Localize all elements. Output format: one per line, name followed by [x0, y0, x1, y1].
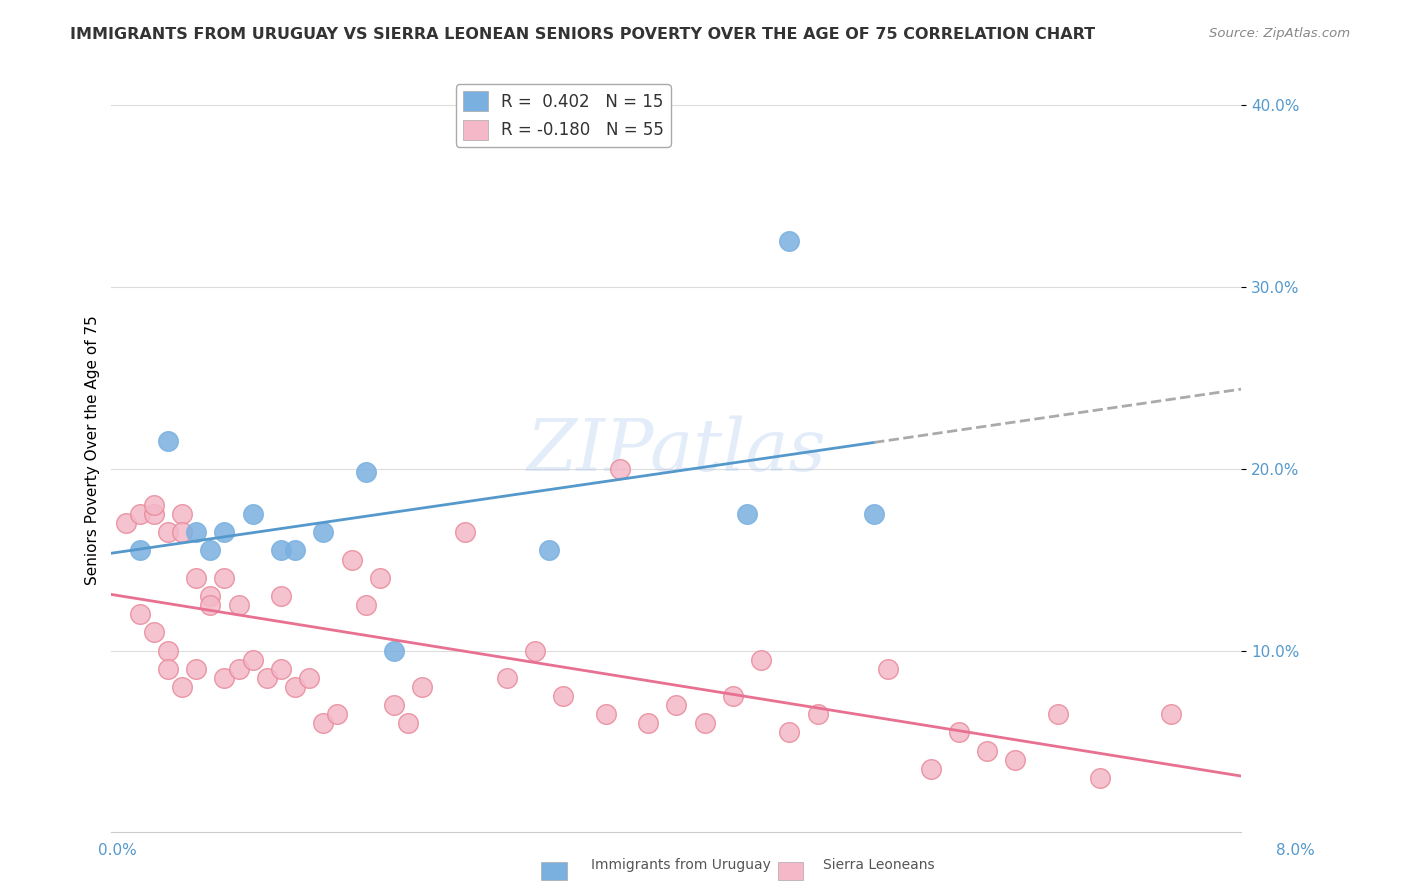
- Point: [270, 589, 292, 603]
- Point: [665, 698, 688, 712]
- Point: [326, 707, 349, 722]
- Point: [298, 671, 321, 685]
- Point: [735, 507, 758, 521]
- Point: [186, 571, 208, 585]
- Point: [142, 507, 165, 521]
- Point: [242, 507, 264, 521]
- Point: [948, 725, 970, 739]
- Point: [368, 571, 391, 585]
- Point: [200, 589, 222, 603]
- Point: [170, 680, 193, 694]
- Point: [312, 716, 335, 731]
- Point: [128, 543, 150, 558]
- Point: [270, 662, 292, 676]
- Point: [228, 598, 250, 612]
- Point: [920, 762, 942, 776]
- Point: [524, 643, 547, 657]
- Point: [749, 652, 772, 666]
- Point: [170, 525, 193, 540]
- Point: [186, 662, 208, 676]
- Point: [340, 552, 363, 566]
- Point: [1088, 771, 1111, 785]
- Point: [284, 680, 307, 694]
- Point: [156, 434, 179, 449]
- Point: [186, 525, 208, 540]
- Point: [354, 465, 377, 479]
- Point: [877, 662, 900, 676]
- Point: [1160, 707, 1182, 722]
- Point: [214, 571, 236, 585]
- Point: [609, 461, 631, 475]
- Point: [411, 680, 433, 694]
- Point: [114, 516, 136, 531]
- Point: [976, 743, 998, 757]
- Point: [453, 525, 475, 540]
- Text: IMMIGRANTS FROM URUGUAY VS SIERRA LEONEAN SENIORS POVERTY OVER THE AGE OF 75 COR: IMMIGRANTS FROM URUGUAY VS SIERRA LEONEA…: [70, 27, 1095, 42]
- Point: [693, 716, 716, 731]
- Point: [284, 543, 307, 558]
- Point: [553, 689, 575, 703]
- Point: [312, 525, 335, 540]
- Point: [354, 598, 377, 612]
- Point: [142, 625, 165, 640]
- Point: [778, 235, 800, 249]
- Text: Sierra Leoneans: Sierra Leoneans: [823, 858, 934, 872]
- Point: [1046, 707, 1069, 722]
- Point: [242, 652, 264, 666]
- Point: [595, 707, 617, 722]
- Text: Immigrants from Uruguay: Immigrants from Uruguay: [591, 858, 770, 872]
- Point: [214, 525, 236, 540]
- Text: 8.0%: 8.0%: [1275, 843, 1315, 858]
- Point: [142, 498, 165, 512]
- Point: [270, 543, 292, 558]
- Text: ZIPatlas: ZIPatlas: [527, 415, 827, 486]
- Text: 0.0%: 0.0%: [98, 843, 138, 858]
- Point: [396, 716, 419, 731]
- Point: [214, 671, 236, 685]
- Point: [170, 507, 193, 521]
- Point: [637, 716, 659, 731]
- Point: [382, 698, 405, 712]
- Point: [1004, 753, 1026, 767]
- Point: [200, 543, 222, 558]
- Point: [863, 507, 886, 521]
- Point: [807, 707, 830, 722]
- Point: [778, 725, 800, 739]
- Point: [156, 525, 179, 540]
- Point: [496, 671, 519, 685]
- Point: [256, 671, 278, 685]
- Text: Source: ZipAtlas.com: Source: ZipAtlas.com: [1209, 27, 1350, 40]
- Point: [200, 598, 222, 612]
- Point: [382, 643, 405, 657]
- Point: [156, 643, 179, 657]
- Point: [228, 662, 250, 676]
- Point: [128, 507, 150, 521]
- Point: [538, 543, 561, 558]
- Legend: R =  0.402   N = 15, R = -0.180   N = 55: R = 0.402 N = 15, R = -0.180 N = 55: [456, 85, 671, 147]
- Point: [128, 607, 150, 622]
- Y-axis label: Seniors Poverty Over the Age of 75: Seniors Poverty Over the Age of 75: [86, 316, 100, 585]
- Point: [156, 662, 179, 676]
- Point: [721, 689, 744, 703]
